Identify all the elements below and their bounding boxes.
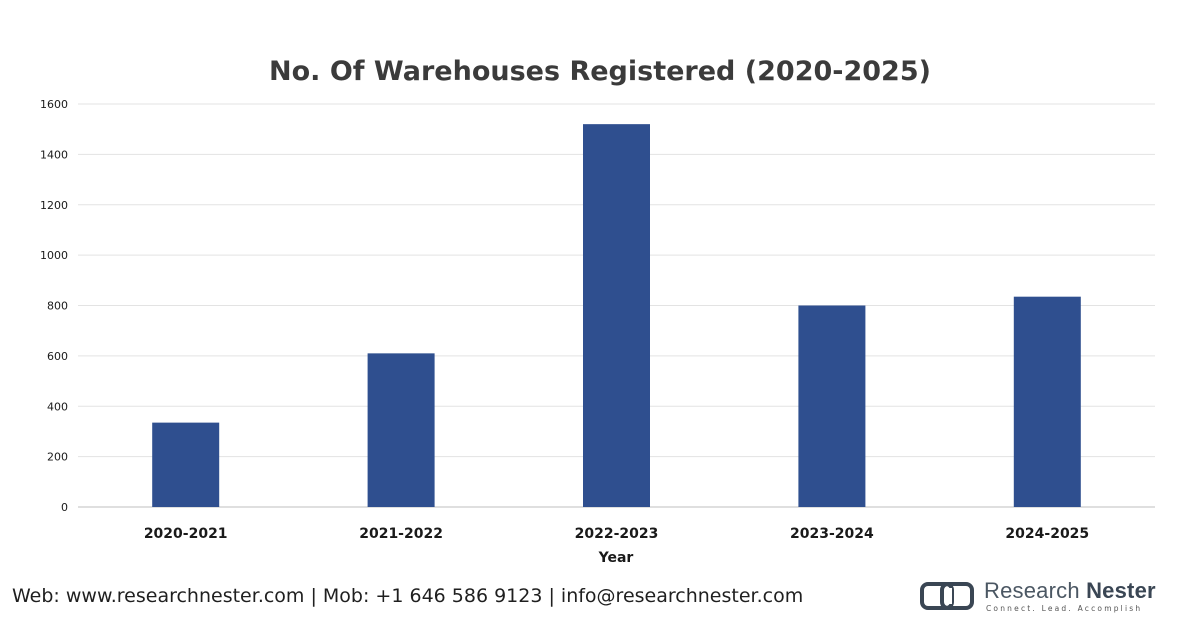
x-axis-label: Year (598, 550, 634, 566)
bar-2020-2021 (152, 422, 220, 507)
bar-2022-2023 (583, 124, 650, 508)
chart-title: No. Of Warehouses Registered (2020-2025) (269, 56, 931, 87)
x-tick-label: 2022-2023 (575, 526, 659, 542)
x-tick-label: 2023-2024 (790, 526, 874, 542)
y-tick-label: 400 (47, 400, 68, 413)
bar-2021-2022 (367, 353, 435, 507)
y-tick-label: 1200 (40, 199, 68, 212)
bar-2024-2025 (1013, 296, 1081, 507)
y-tick-label: 800 (47, 300, 68, 313)
bar-chart: No. Of Warehouses Registered (2020-2025)… (40, 56, 1155, 566)
footer-contact: Web: www.researchnester.com | Mob: +1 64… (12, 585, 804, 607)
y-tick-label: 1000 (40, 249, 68, 262)
bar-2023-2024 (798, 305, 866, 507)
y-tick-label: 600 (47, 350, 68, 363)
brand-name: Research Nester (984, 578, 1156, 603)
x-tick-label: 2024-2025 (1005, 526, 1089, 542)
y-axis-ticks: 0 200 400 600 800 1000 1200 1400 1600 (40, 98, 68, 514)
research-nester-logo-icon (920, 582, 974, 610)
brand-tagline: Connect. Lead. Accomplish (986, 604, 1143, 613)
x-axis-ticks: 2020-2021 2021-2022 2022-2023 2023-2024 2024… (144, 526, 1089, 542)
y-tick-label: 1400 (40, 148, 68, 161)
bars (152, 124, 1081, 508)
y-tick-label: 1600 (40, 98, 68, 111)
y-tick-label: 0 (61, 501, 68, 514)
y-tick-label: 200 (47, 451, 68, 464)
brand-logo-block: Research Nester Connect. Lead. Accomplis… (920, 576, 1160, 616)
x-tick-label: 2021-2022 (359, 526, 443, 542)
x-tick-label: 2020-2021 (144, 526, 228, 542)
